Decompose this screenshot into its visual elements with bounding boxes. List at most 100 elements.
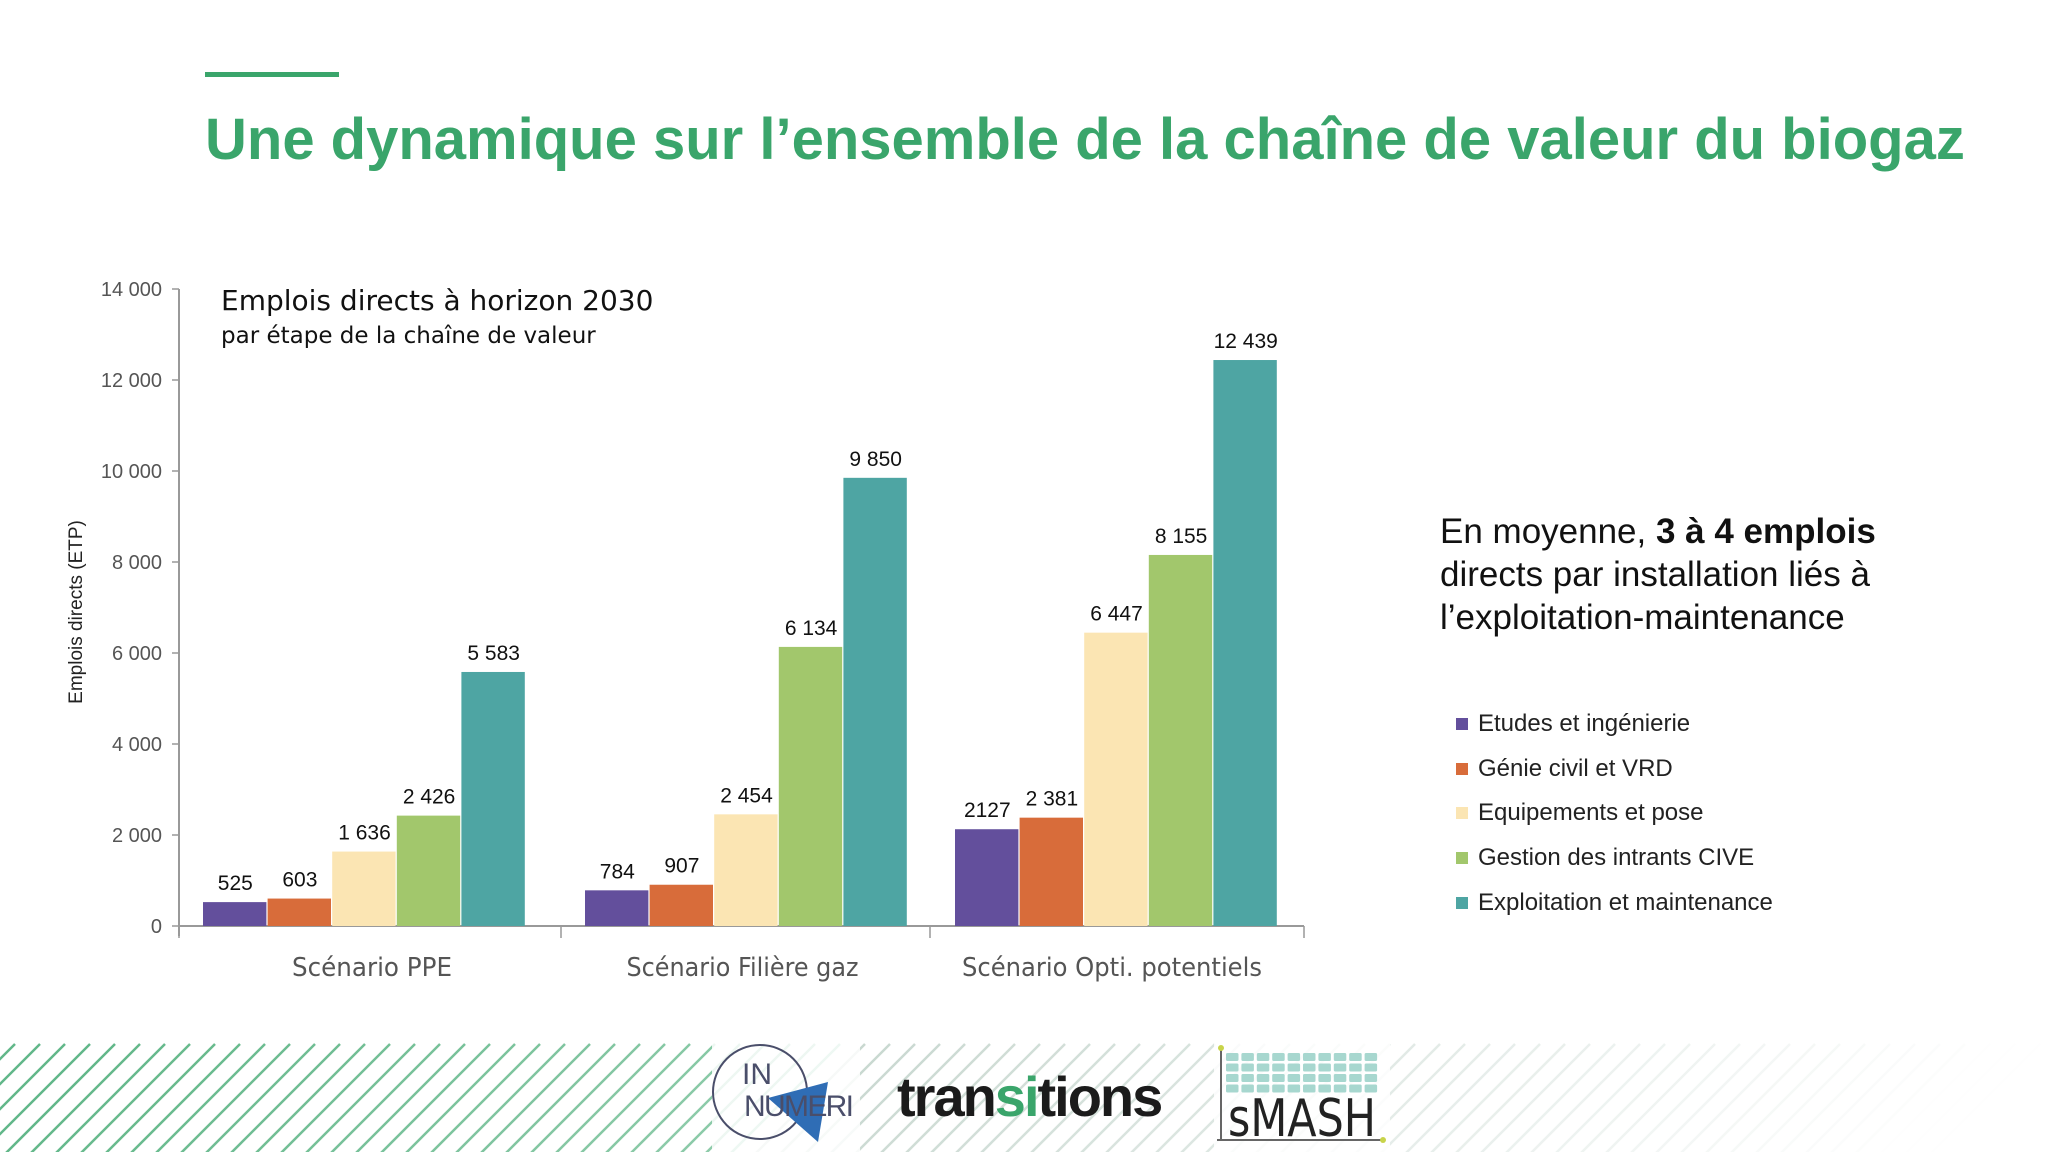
stripe-line [80, 1043, 191, 1152]
note-prefix: En moyenne, [1440, 512, 1656, 551]
y-axis-label: Emplois directs (ETP) [66, 520, 87, 704]
note-bold: 3 à 4 emplois [1655, 512, 1876, 551]
stripe-line [430, 1043, 541, 1152]
legend-item: Génie civil et VRD [1456, 747, 1773, 792]
stripe-line [0, 1043, 66, 1111]
stripe-line [105, 1043, 216, 1152]
bar-value-label: 5 583 [467, 642, 520, 665]
stripe-line [1530, 1043, 1641, 1152]
smash-grid-cell [1272, 1084, 1285, 1093]
stripe-line [580, 1043, 691, 1152]
stripe-line [1605, 1043, 1716, 1152]
bar-value-label: 12 439 [1214, 330, 1278, 353]
smash-logo: sMASH [1214, 1042, 1390, 1152]
bar [396, 815, 461, 926]
smash-grid-cell [1256, 1084, 1270, 1093]
stripe-line [305, 1043, 416, 1152]
x-category-label: Scénario PPE [292, 953, 452, 983]
bar-value-label: 907 [664, 855, 699, 878]
transitions-logo: transitions [897, 1064, 1164, 1129]
stripe-line [1430, 1043, 1541, 1152]
stripe-line [155, 1043, 266, 1152]
smash-grid-cell [1303, 1063, 1316, 1072]
y-tick-label: 6 000 [112, 643, 162, 665]
bar-value-label: 8 155 [1155, 525, 1208, 548]
bar-value-label: 1 636 [338, 822, 391, 845]
bar-value-label: 9 850 [849, 448, 902, 471]
stripe-line [1580, 1043, 1691, 1152]
stripe-line [5, 1043, 116, 1152]
smash-grid-cell [1303, 1084, 1316, 1093]
smash-grid-cell [1349, 1074, 1362, 1082]
smash-grid-cell [1256, 1074, 1270, 1082]
slide-title: Une dynamique sur l’ensemble de la chaîn… [205, 107, 1965, 172]
legend-item: Exploitation et maintenance [1456, 880, 1773, 925]
stripe-line [1005, 1043, 1116, 1152]
stripe-line [1055, 1043, 1166, 1152]
y-tick-label: 2 000 [112, 825, 162, 847]
stripe-line [1555, 1043, 1666, 1152]
transitions-part2: si [994, 1065, 1040, 1128]
bar-value-label: 6 447 [1090, 603, 1143, 626]
bar [1084, 632, 1148, 926]
legend-swatch [1456, 852, 1468, 865]
stripe-line [1505, 1043, 1616, 1152]
y-tick-label: 12 000 [101, 370, 162, 392]
legend-item: Equipements et pose [1456, 791, 1773, 836]
legend-label: Génie civil et VRD [1478, 754, 1673, 782]
innumeri-logo: IN NUMERI [712, 1042, 860, 1152]
bar-value-label: 2127 [964, 799, 1011, 822]
transitions-part3: tions [1037, 1065, 1164, 1128]
smash-grid-cell [1226, 1084, 1239, 1093]
bar-value-label: 525 [218, 872, 253, 895]
stripe-line [1405, 1043, 1516, 1152]
stripe-line [530, 1043, 641, 1152]
smash-grid-cell [1287, 1053, 1301, 1061]
stripe-line [880, 1043, 991, 1152]
stripe-line [330, 1043, 441, 1152]
smash-grid-cell [1318, 1063, 1331, 1072]
chart-title-block: Emplois directs à horizon 2030 par étape… [221, 284, 653, 349]
bar-value-label: 6 134 [785, 617, 838, 640]
legend-item: Etudes et ingénierie [1456, 702, 1773, 747]
stripe-line [455, 1043, 566, 1152]
footer-band: IN NUMERI sMASH [0, 1042, 2040, 1152]
stripe-line [30, 1043, 141, 1152]
stripe-line [405, 1043, 516, 1152]
stripe-line [1905, 1044, 2015, 1152]
stripe-line [55, 1043, 166, 1152]
smash-grid-cell [1333, 1084, 1347, 1093]
bar [267, 898, 331, 926]
stripe-line [355, 1043, 466, 1152]
bar [203, 902, 267, 926]
bar [714, 814, 778, 926]
smash-grid-cell [1272, 1053, 1285, 1061]
legend-swatch [1456, 896, 1468, 909]
bar-chart: 0 2 000 4 000 6 000 8 000 10 000 12 000 14 000 E… [66, 279, 1305, 983]
stripe-line [1455, 1043, 1566, 1152]
stripe-line [955, 1043, 1066, 1152]
smash-grid-cell [1241, 1053, 1254, 1061]
legend-item: Gestion des intrants CIVE [1456, 836, 1773, 881]
transitions-part1: tran [897, 1065, 997, 1128]
smash-grid-cell [1241, 1063, 1254, 1072]
title-accent-rule [205, 72, 339, 77]
smash-grid-cell [1364, 1084, 1378, 1093]
stripe-line [1930, 1044, 2040, 1152]
stripe-line [380, 1043, 491, 1152]
smash-grid-cell [1318, 1084, 1331, 1093]
y-tick-label: 0 [151, 916, 162, 938]
chart-title: Emplois directs à horizon 2030 [221, 284, 654, 317]
smash-grid-cell [1287, 1074, 1301, 1082]
bar-value-label: 603 [282, 869, 317, 892]
stripe-line [555, 1043, 666, 1152]
smash-grid-cell [1364, 1074, 1378, 1082]
stripe-line [1755, 1043, 1866, 1152]
bar [778, 646, 843, 926]
smash-grid-cell [1333, 1063, 1347, 1072]
stripe-line [1380, 1043, 1491, 1152]
bar [1148, 554, 1213, 926]
smash-grid-cell [1226, 1074, 1239, 1082]
legend-swatch [1456, 762, 1468, 775]
stripe-line [605, 1043, 716, 1152]
